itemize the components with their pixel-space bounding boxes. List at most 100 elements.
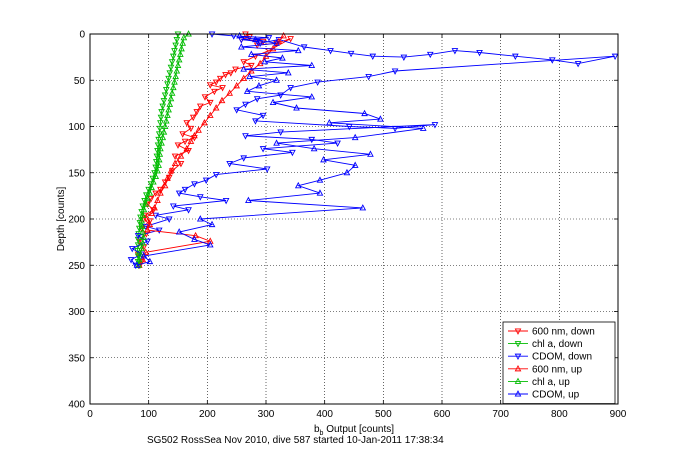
data-point (279, 54, 286, 61)
data-point (238, 37, 245, 44)
data-point (155, 155, 163, 163)
data-point (277, 92, 285, 99)
data-point (161, 181, 169, 189)
data-point (206, 237, 214, 244)
data-point (242, 101, 249, 109)
data-point (134, 236, 142, 244)
data-point (154, 167, 161, 174)
data-point (127, 257, 135, 264)
data-point (157, 189, 164, 196)
data-point (419, 124, 427, 131)
data-point (187, 137, 195, 144)
data-point (208, 220, 216, 228)
data-point (142, 200, 150, 207)
data-point (174, 142, 182, 149)
data-point (240, 155, 248, 162)
series-line (138, 33, 189, 266)
data-point (211, 88, 218, 96)
data-point (273, 76, 280, 83)
data-point (181, 186, 189, 194)
data-point (548, 57, 556, 64)
data-point (169, 53, 177, 61)
y-tick-label: 200 (68, 215, 85, 226)
data-point (138, 244, 145, 252)
data-point (148, 183, 155, 191)
data-point (289, 149, 296, 157)
data-point (252, 35, 259, 43)
series-line (137, 33, 291, 266)
data-point (287, 36, 294, 43)
data-point (155, 161, 162, 168)
x-tick-label: 700 (492, 409, 509, 420)
x-tick-label: 200 (199, 409, 216, 420)
data-point (146, 220, 154, 228)
data-point (196, 194, 204, 201)
y-tick-label: 350 (68, 353, 85, 364)
data-point (144, 194, 151, 202)
data-point (139, 255, 147, 263)
data-point (212, 79, 220, 86)
data-point (202, 177, 210, 184)
data-point (161, 122, 169, 130)
data-point (314, 79, 321, 86)
caption: SG502 RossSea Nov 2010, dive 587 started… (147, 435, 444, 446)
data-point (259, 112, 267, 120)
data-point (181, 138, 189, 146)
data-point (247, 67, 255, 74)
data-point (152, 190, 160, 197)
data-point (168, 59, 176, 66)
y-tick-label: 100 (68, 122, 85, 133)
data-point (179, 39, 187, 46)
data-point (173, 37, 181, 44)
data-point (261, 57, 269, 65)
data-point (162, 117, 170, 124)
series-line (138, 35, 284, 266)
data-point (245, 196, 252, 204)
data-point (269, 44, 277, 52)
data-point (160, 128, 168, 135)
x-tick-label: 600 (434, 409, 451, 420)
data-point (259, 146, 267, 153)
data-point (157, 120, 164, 127)
data-point (196, 215, 204, 222)
data-point (169, 83, 177, 91)
data-point (174, 61, 182, 68)
data-point (144, 201, 151, 209)
data-point (256, 40, 264, 48)
data-point (146, 257, 154, 265)
data-point (162, 86, 170, 94)
data-point (240, 74, 248, 81)
data-point (191, 235, 198, 242)
legend-marker (514, 377, 522, 384)
data-point (166, 100, 174, 107)
data-point (226, 89, 233, 96)
data-point (240, 59, 248, 66)
data-point (171, 78, 178, 85)
data-point (343, 168, 351, 176)
data-point (177, 152, 185, 159)
x-tick-label: 100 (140, 409, 157, 420)
data-point (326, 118, 333, 126)
data-point (175, 190, 183, 197)
y-axis-label: Depth [counts] (56, 187, 67, 252)
data-point (161, 92, 169, 99)
data-point (157, 114, 165, 122)
data-point (308, 136, 316, 144)
data-point (277, 129, 285, 136)
legend-entry: 600 nm, down (508, 327, 595, 338)
data-point (135, 255, 143, 263)
data-point (233, 81, 241, 89)
data-point (192, 231, 199, 239)
x-tick-label: 400 (316, 409, 333, 420)
data-point (263, 166, 271, 173)
data-point (159, 103, 167, 110)
data-point (180, 33, 188, 41)
data-point (391, 68, 399, 75)
data-point (361, 109, 368, 117)
data-point (252, 118, 259, 125)
data-point (148, 209, 155, 216)
data-point (155, 131, 163, 138)
data-point (171, 159, 179, 167)
legend-entry: chl a, up (508, 377, 570, 388)
data-point (243, 87, 251, 94)
